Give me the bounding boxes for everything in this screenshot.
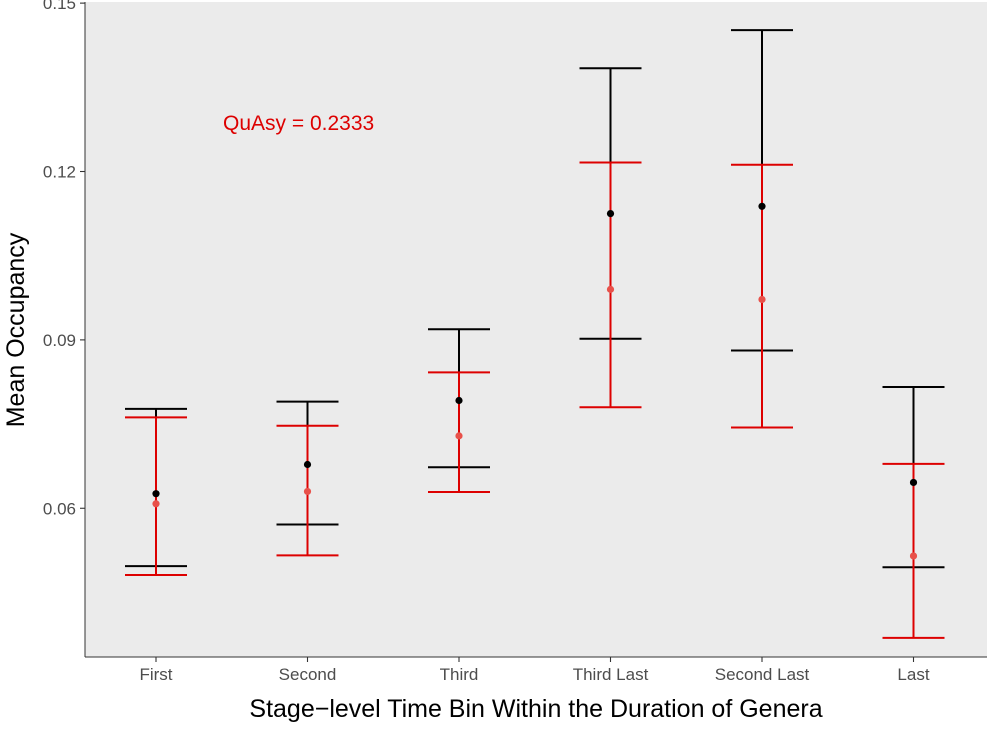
data-point bbox=[606, 209, 615, 218]
x-axis: First Second Third Third Last Second Last Las… bbox=[85, 656, 987, 684]
data-point bbox=[152, 500, 160, 508]
y-axis-title: Mean Occupancy bbox=[2, 232, 30, 427]
data-point bbox=[152, 490, 160, 498]
points-series-2 bbox=[152, 285, 918, 560]
data-point bbox=[909, 552, 918, 560]
plot-panel bbox=[85, 2, 987, 657]
data-point bbox=[455, 396, 463, 405]
x-tick-label: Second Last bbox=[715, 665, 810, 684]
data-point bbox=[455, 432, 463, 440]
data-point bbox=[909, 478, 918, 487]
data-point bbox=[758, 295, 766, 304]
y-tick-label: 0.06 bbox=[43, 499, 76, 518]
y-tick-label: 0.15 bbox=[43, 0, 76, 13]
x-axis-title: Stage−level Time Bin Within the Duration… bbox=[249, 695, 822, 723]
y-axis: 0.06 0.09 0.12 0.15 bbox=[43, 0, 86, 657]
data-point bbox=[303, 487, 312, 496]
x-tick-label: Third Last bbox=[573, 665, 649, 684]
x-tick-label: Third bbox=[440, 665, 479, 684]
x-tick-label: Last bbox=[897, 665, 929, 684]
chart-marks bbox=[125, 29, 945, 639]
data-point bbox=[758, 202, 766, 210]
y-tick-label: 0.09 bbox=[43, 331, 76, 350]
data-point bbox=[303, 460, 312, 469]
y-tick-label: 0.12 bbox=[43, 163, 76, 182]
x-tick-label: Second bbox=[279, 665, 337, 684]
quasy-annotation: QuAsy = 0.2333 bbox=[223, 112, 374, 135]
x-tick-label: First bbox=[139, 665, 172, 684]
points-series-1 bbox=[152, 202, 918, 498]
data-point bbox=[606, 285, 615, 293]
